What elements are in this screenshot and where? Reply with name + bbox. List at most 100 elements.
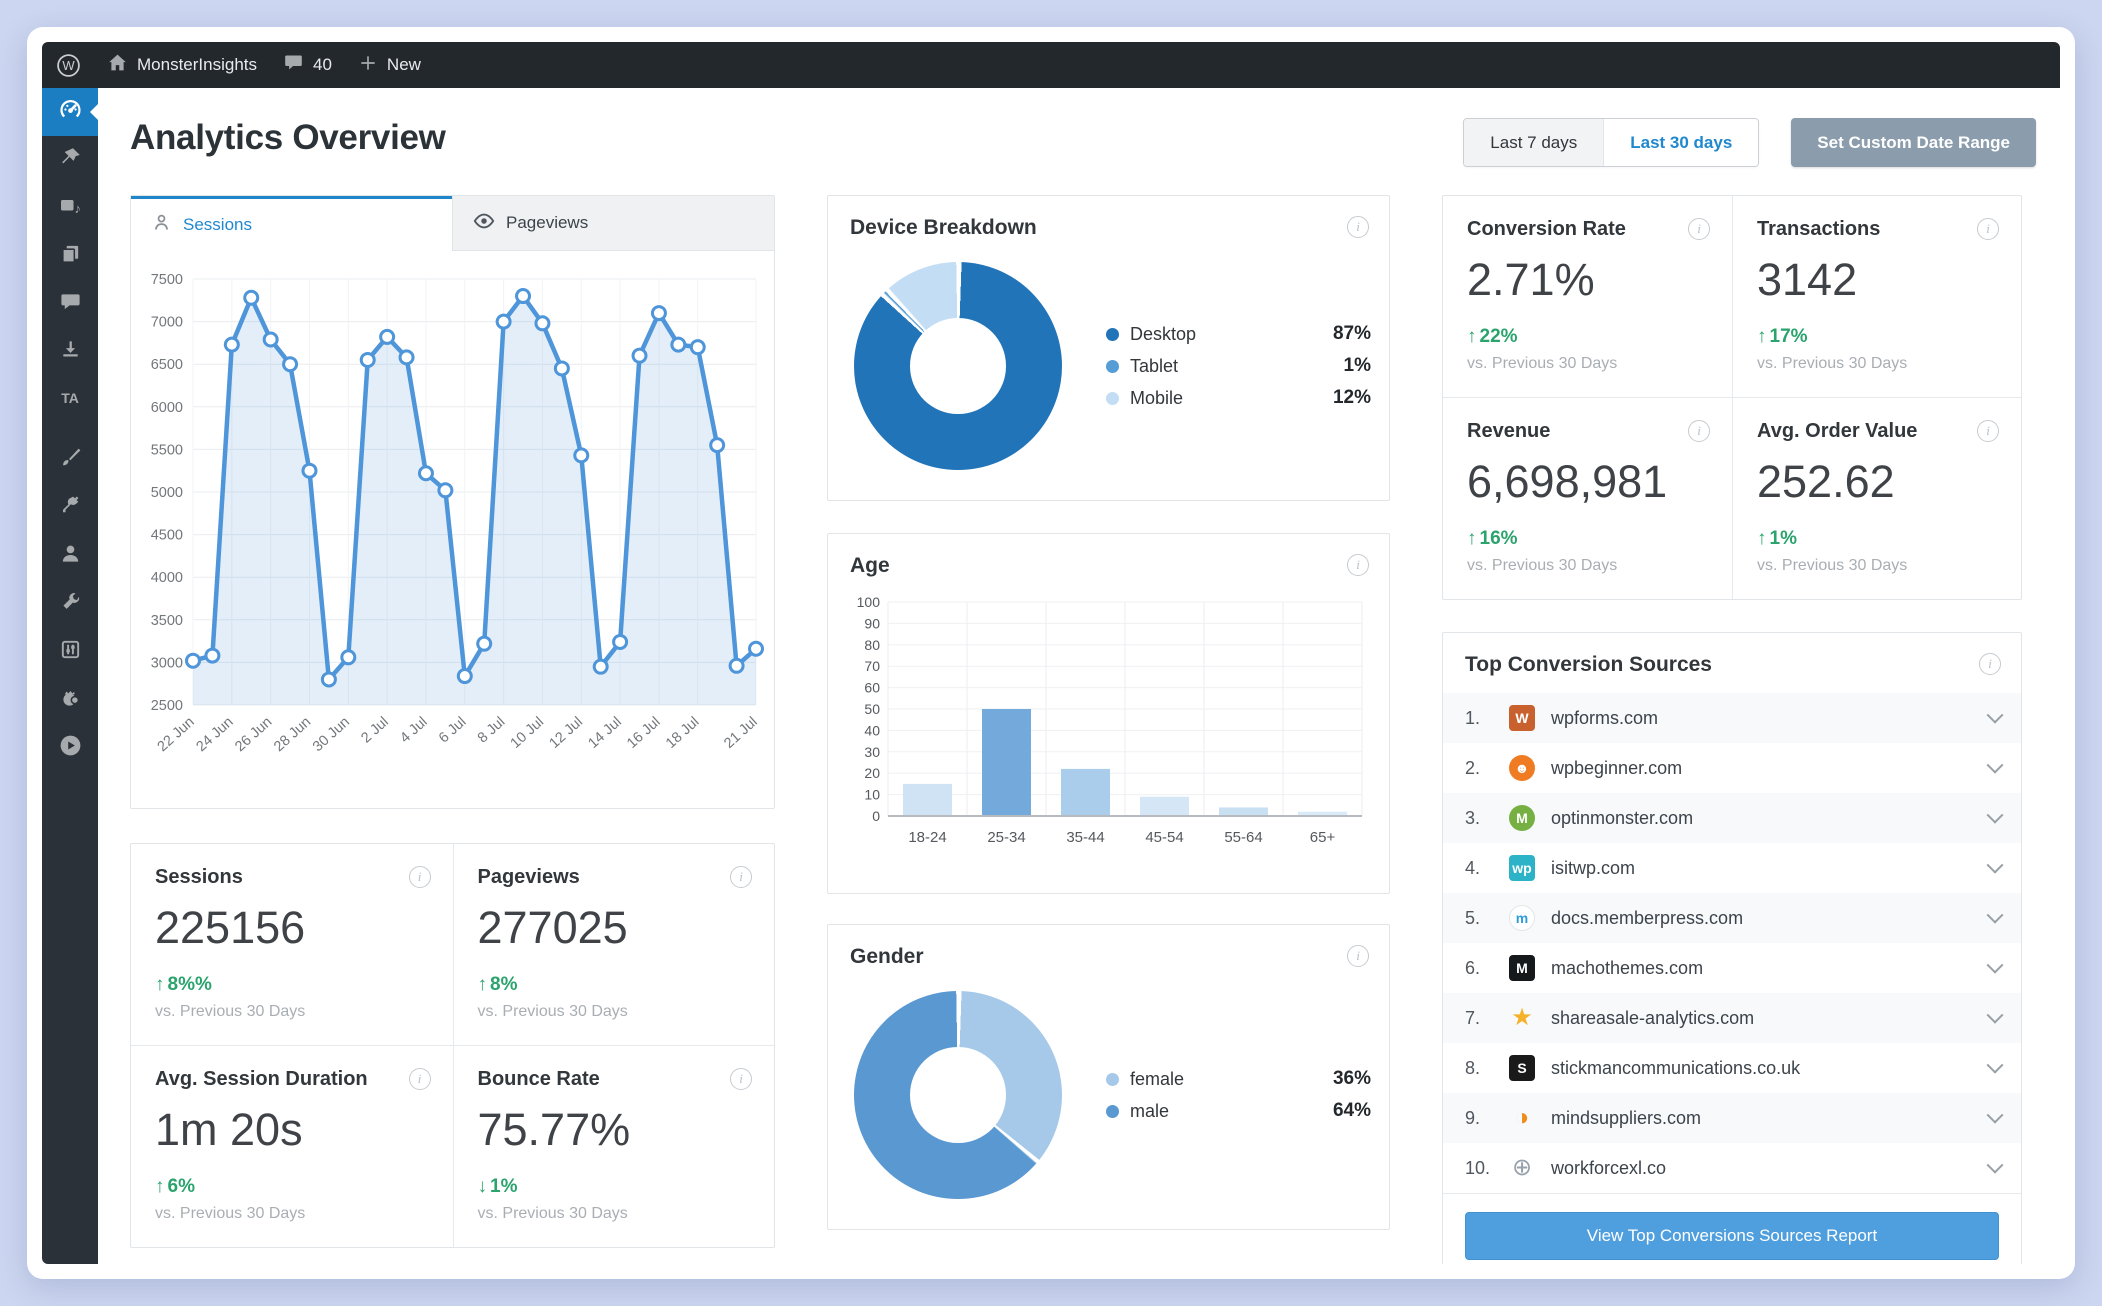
sidebar-item-plugin[interactable]: [42, 484, 98, 532]
info-icon[interactable]: i: [730, 866, 752, 888]
gender-donut-chart: [854, 991, 1062, 1199]
sessions-chart-panel: Sessions Pageviews 2500 3000 3500 4000 4500 5…: [130, 195, 775, 809]
sidebar-item-pin[interactable]: [42, 136, 98, 184]
eye-icon: [473, 210, 495, 237]
sidebar-item-dashboard[interactable]: [42, 88, 98, 136]
media-icon: ♪: [58, 194, 82, 223]
kpi-value: 1m 20s: [155, 1104, 303, 1155]
source-domain: wpforms.com: [1551, 707, 1659, 728]
chevron-down-icon[interactable]: [1986, 756, 2004, 774]
kpi-card-sessions: Sessions i 225156 ↑ 8%% vs. Previous 30 Days: [131, 844, 453, 1045]
kpi-note: vs. Previous 30 Days: [155, 1205, 306, 1222]
sidebar-item-comments[interactable]: [42, 280, 98, 328]
chevron-down-icon[interactable]: [1986, 1006, 2004, 1024]
source-row-shareasale-analytics.com[interactable]: 7. ★ shareasale-analytics.com: [1443, 993, 2021, 1043]
kpi-value: 277025: [477, 902, 628, 953]
info-icon[interactable]: i: [1347, 216, 1369, 238]
svg-text:6 Jul: 6 Jul: [436, 714, 469, 746]
legend-value: 36%: [1332, 1068, 1371, 1089]
source-rank: 5.: [1465, 907, 1481, 928]
sidebar-item-settings[interactable]: [42, 628, 98, 676]
chevron-down-icon[interactable]: [1986, 806, 2004, 824]
browser-window: W MonsterInsights 40 New ♪ TA Analytics O…: [27, 27, 2075, 1279]
info-icon[interactable]: i: [1347, 945, 1369, 967]
sidebar-item-download[interactable]: [42, 328, 98, 376]
source-row-isitwp.com[interactable]: 4. wp isitwp.com: [1443, 843, 2021, 893]
sidebar-item-tools[interactable]: [42, 580, 98, 628]
sidebar-item-ta-text[interactable]: TA: [42, 376, 98, 424]
svg-text:90: 90: [864, 615, 880, 631]
svg-text:55-64: 55-64: [1224, 829, 1262, 846]
new-menu[interactable]: New: [358, 53, 421, 78]
svg-text:10 Jul: 10 Jul: [508, 714, 547, 752]
source-row-wpbeginner.com[interactable]: 2. ☻ wpbeginner.com: [1443, 743, 2021, 793]
source-domain: wpbeginner.com: [1551, 757, 1683, 778]
audience-column: Device Breakdown i Desktop 87% Tablet 1% Mob…: [827, 195, 1390, 1230]
info-icon[interactable]: i: [1979, 653, 2001, 675]
info-icon[interactable]: i: [1347, 554, 1369, 576]
chevron-down-icon[interactable]: [1986, 856, 2004, 874]
source-row-mindsuppliers.com[interactable]: 9. ◑ mindsuppliers.com: [1443, 1093, 2021, 1143]
plugin-icon: [59, 494, 82, 522]
svg-text:TA: TA: [61, 390, 79, 406]
sidebar-item-brush[interactable]: [42, 436, 98, 484]
info-icon[interactable]: i: [1977, 218, 1999, 240]
sessions-area-chart: 2500 3000 3500 4000 4500 5000 5500 6000 6500 7000…: [131, 251, 774, 808]
svg-text:70: 70: [864, 658, 880, 674]
pin-icon: [59, 146, 82, 174]
kpi-note: vs. Previous 30 Days: [1757, 557, 1908, 574]
sidebar-item-media[interactable]: ♪: [42, 184, 98, 232]
info-icon[interactable]: i: [730, 1068, 752, 1090]
sidebar-item-users[interactable]: [42, 532, 98, 580]
info-icon[interactable]: i: [1688, 218, 1710, 240]
chevron-down-icon[interactable]: [1986, 1106, 2004, 1124]
kpi-card-conversion-rate: Conversion Rate i 2.71% ↑ 22% vs. Previous 30…: [1443, 196, 1732, 397]
play-icon: [58, 733, 83, 763]
age-title: Age: [850, 554, 890, 577]
gender-panel: Gender i female 36% male 64%: [827, 924, 1390, 1230]
last-30-days-button[interactable]: Last 30 days: [1603, 119, 1759, 166]
kpi-label: Transactions: [1757, 218, 1881, 240]
site-menu[interactable]: MonsterInsights: [107, 52, 257, 78]
kpi-delta: ↑ 16%: [1467, 528, 1518, 549]
info-icon[interactable]: i: [1688, 420, 1710, 442]
view-top-conversion-sources-report-button[interactable]: View Top Conversions Sources Report: [1465, 1212, 1999, 1260]
chevron-down-icon[interactable]: [1986, 906, 2004, 924]
chevron-down-icon[interactable]: [1986, 956, 2004, 974]
favicon-shareasale-analytics: ★: [1511, 1004, 1533, 1031]
chevron-down-icon[interactable]: [1986, 706, 2004, 724]
set-custom-date-range-button[interactable]: Set Custom Date Range: [1791, 118, 2036, 167]
wordpress-logo-icon[interactable]: W: [56, 53, 81, 78]
chevron-down-icon[interactable]: [1986, 1156, 2004, 1174]
info-icon[interactable]: i: [408, 1068, 431, 1090]
info-icon[interactable]: i: [408, 866, 431, 888]
svg-text:♪: ♪: [75, 201, 82, 216]
svg-text:5000: 5000: [151, 485, 183, 501]
date-range-toggle: Last 7 days Last 30 days: [1463, 118, 1760, 167]
favicon-stickmancommunications: S: [1509, 1055, 1535, 1081]
sidebar-item-pages[interactable]: [42, 232, 98, 280]
kpi-note: vs. Previous 30 Days: [477, 1205, 628, 1222]
svg-text:4000: 4000: [151, 570, 183, 586]
chevron-down-icon[interactable]: [1986, 1056, 2004, 1074]
favicon-machothemes: M: [1509, 955, 1535, 981]
sidebar-item-mascot[interactable]: [42, 676, 98, 724]
comments-count: 40: [313, 55, 332, 74]
comments-menu[interactable]: 40: [283, 52, 332, 78]
legend-item-mobile: Mobile 12%: [1106, 387, 1371, 409]
source-row-docs.memberpress.com[interactable]: 5. m docs.memberpress.com: [1443, 893, 2021, 943]
legend-label: Tablet: [1130, 355, 1179, 376]
source-row-workforcexl.co[interactable]: 10. ⊕ workforcexl.co: [1443, 1143, 2021, 1193]
info-icon[interactable]: i: [1977, 420, 1999, 442]
favicon-wpforms: W: [1509, 705, 1535, 731]
sidebar-item-play[interactable]: [42, 724, 98, 772]
svg-text:20: 20: [864, 765, 880, 781]
tab-sessions[interactable]: Sessions: [131, 196, 452, 251]
tab-pageviews[interactable]: Pageviews: [452, 196, 774, 251]
last-7-days-button[interactable]: Last 7 days: [1464, 119, 1604, 166]
